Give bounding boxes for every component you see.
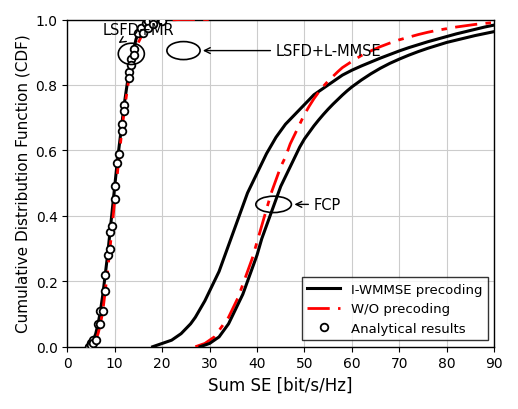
Text: LSFD+MR: LSFD+MR [103,23,175,43]
Text: FCP: FCP [296,198,341,212]
Text: LSFD+L-MMSE: LSFD+L-MMSE [205,44,382,59]
Y-axis label: Cumulative Distribution Function (CDF): Cumulative Distribution Function (CDF) [15,35,30,333]
X-axis label: Sum SE [bit/s/Hz]: Sum SE [bit/s/Hz] [208,376,353,394]
Legend: I-WMMSE precoding, W/O precoding, Analytical results: I-WMMSE precoding, W/O precoding, Analyt… [302,278,487,340]
